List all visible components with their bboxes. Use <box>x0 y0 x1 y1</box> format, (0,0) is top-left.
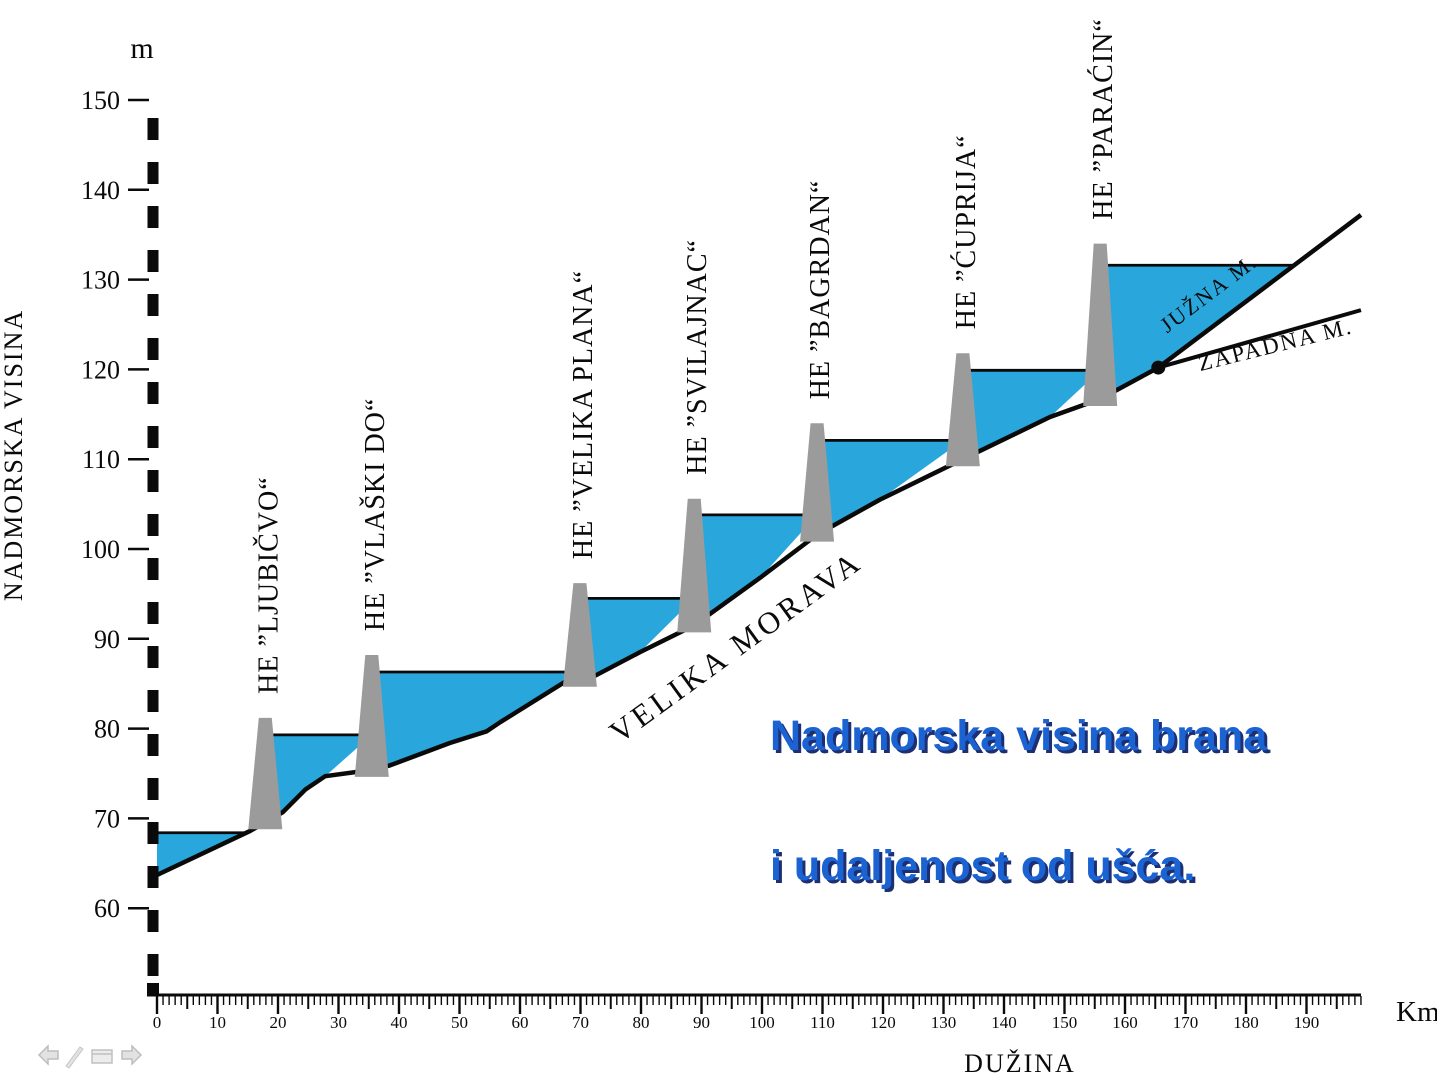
slideshow-navbar <box>37 1044 143 1069</box>
dam-label: HE ”PARAĆIN“ <box>1088 18 1119 220</box>
x-tick-label: 140 <box>991 1013 1017 1032</box>
x-tick-label: 30 <box>330 1013 347 1032</box>
dam-6 <box>945 353 980 467</box>
x-tick-label: 110 <box>810 1013 835 1032</box>
y-tick-label: 80 <box>94 715 120 744</box>
x-axis-title: DUŽINA <box>964 1049 1076 1078</box>
dam-3 <box>562 583 597 687</box>
reservoir-pool <box>694 514 818 626</box>
reservoir-pool <box>962 370 1101 460</box>
dam-label: HE ”LJUBIČVO“ <box>253 476 284 694</box>
dam-label: HE ”VLAŠKI DO“ <box>360 398 391 631</box>
x-tick-label: 150 <box>1052 1013 1078 1032</box>
x-tick-label: 90 <box>693 1013 710 1032</box>
y-tick-label: 130 <box>81 266 120 295</box>
reservoir-pool <box>1100 265 1295 399</box>
y-axis-unit: m <box>130 32 153 65</box>
y-tick-label: 100 <box>81 535 120 564</box>
y-tick-label: 150 <box>81 86 120 115</box>
x-axis-unit: Km <box>1396 996 1437 1028</box>
dam-5 <box>800 423 835 542</box>
x-tick-label: 160 <box>1112 1013 1138 1032</box>
axis-origin-block <box>147 983 159 995</box>
reservoir-pool <box>579 598 695 680</box>
x-tick-label: 40 <box>391 1013 408 1032</box>
y-tick-label: 120 <box>81 355 120 384</box>
x-tick-label: 180 <box>1233 1013 1259 1032</box>
x-tick-label: 120 <box>870 1013 896 1032</box>
dam-1 <box>248 717 283 830</box>
dam-label: HE ”SVILAJNAC“ <box>682 239 713 475</box>
x-tick-label: 70 <box>572 1013 589 1032</box>
caption-line-2: i udaljenost od ušća. <box>770 842 1196 890</box>
y-axis-title: NADMORSKA VISINA <box>0 309 28 601</box>
y-tick-label: 60 <box>94 894 120 923</box>
x-tick-label: 170 <box>1173 1013 1199 1032</box>
confluence-point <box>1151 360 1166 375</box>
caption-line-1: Nadmorska visina brana <box>770 712 1268 760</box>
x-tick-label: 190 <box>1294 1013 1320 1032</box>
x-tick-label: 100 <box>749 1013 775 1032</box>
nav-forward-button[interactable] <box>121 1044 143 1066</box>
x-tick-label: 20 <box>270 1013 287 1032</box>
dam-label: HE ”ĆUPRIJA“ <box>951 134 982 329</box>
y-axis: 150 140 130 120 110 100 90 80 70 60 <box>81 86 159 995</box>
y-tick-label: 140 <box>81 176 120 205</box>
x-tick-label: 80 <box>633 1013 650 1032</box>
y-tick-label: 90 <box>94 625 120 654</box>
reservoir-pools <box>157 263 1295 875</box>
dam-7 <box>1083 243 1118 407</box>
reservoir-pool <box>817 440 963 535</box>
dam-label: HE ”VELIKA PLANA“ <box>568 270 599 559</box>
x-tick-label: 0 <box>153 1013 162 1032</box>
x-tick-label: 10 <box>209 1013 226 1032</box>
y-tick-label: 70 <box>94 804 120 833</box>
zapadna-morava-line <box>1157 308 1362 370</box>
dam-labels: HE ”LJUBIČVO“ HE ”VLAŠKI DO“ HE ”VELIKA PL… <box>253 18 1119 694</box>
dam-4 <box>677 498 712 633</box>
dams <box>248 243 1118 830</box>
dam-label: HE ”BAGRDAN“ <box>805 180 836 400</box>
reservoir-pool <box>371 672 580 770</box>
x-axis: 0 10 20 30 40 50 60 70 80 90 100 110 120 130 140 150 160… <box>147 983 1362 1032</box>
nav-slide-menu-button[interactable] <box>91 1049 113 1064</box>
nav-back-button[interactable] <box>37 1044 59 1066</box>
x-tick-label: 50 <box>451 1013 468 1032</box>
x-tick-label: 130 <box>931 1013 957 1032</box>
nav-pen-button[interactable] <box>65 1046 84 1069</box>
dam-2 <box>354 654 389 777</box>
y-tick-label: 110 <box>82 445 120 474</box>
x-tick-label: 60 <box>512 1013 529 1032</box>
